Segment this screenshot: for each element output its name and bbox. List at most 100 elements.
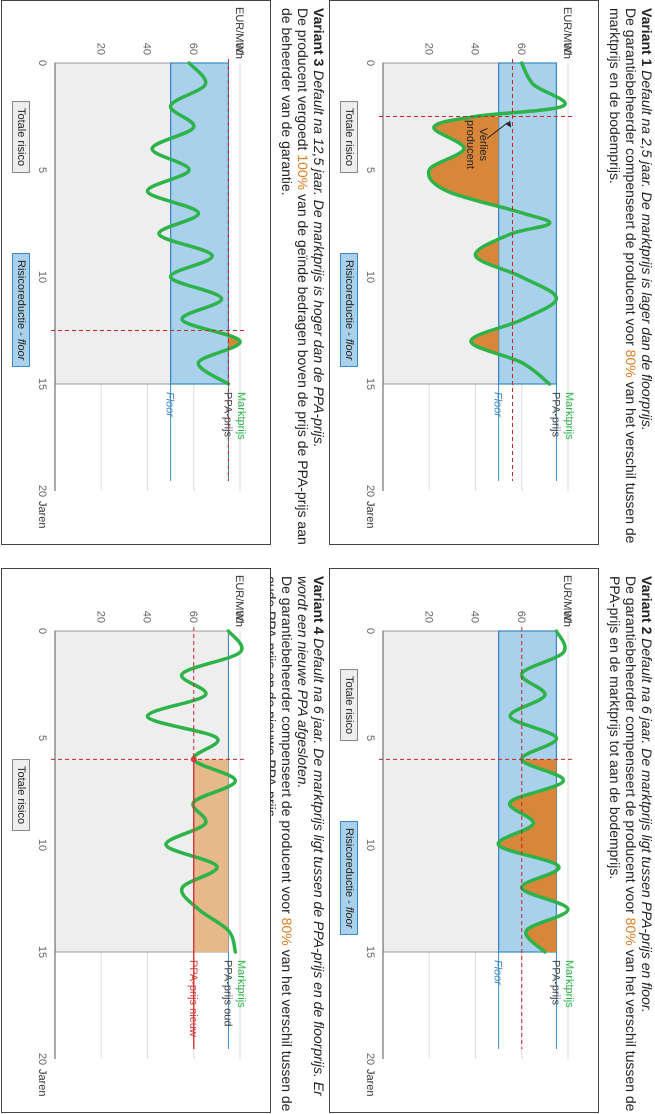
market-price-label: Marktprijs (235, 960, 247, 1008)
ppa-new-label: PPA-prijs nieuw (187, 960, 199, 1037)
ppa-price-label: PPA-prijs (221, 392, 233, 438)
y-axis-label: EUR/MWh (561, 575, 573, 627)
chart-frame: 0 5 10 15 20 20 40 60 80 EUR/MWh Jaren Marktprijs PP… (1, 0, 271, 545)
x-tick-label: 5 (364, 735, 376, 741)
variant-percentage: 80% (279, 917, 295, 946)
y-tick-label: 40 (469, 611, 481, 623)
chart-frame: 0 5 10 15 20 20 40 60 80 EUR/MWh Jaren Marktprijs PP… (1, 568, 271, 1113)
y-tick-label: 80 (561, 611, 573, 623)
chart-frame: 0 5 10 15 20 20 40 60 80 EUR/MWh Jaren Marktprijs PP… (329, 568, 599, 1113)
x-axis-label: Jaren (364, 501, 376, 529)
x-tick-label: 15 (364, 378, 376, 390)
legend-risk-reduction: Risicoreductie - floor (12, 253, 30, 368)
variant-name: Variant 3 (311, 8, 327, 67)
variant-body: De garantiebeheerder compenseert de prod… (279, 576, 295, 918)
x-tick-label: 20 (364, 1053, 376, 1065)
variant-2: Variant 2 Default na 6 jaar. De marktpri… (329, 568, 655, 1113)
x-tick-label: 0 (36, 628, 48, 634)
x-tick-label: 20 (364, 485, 376, 497)
variant-name: Variant 2 (639, 576, 655, 635)
variant-percentage: 100% (295, 154, 311, 191)
variant-percentage: 80% (623, 917, 639, 946)
market-price-label: Marktprijs (563, 960, 575, 1008)
floor-label: Floor (492, 392, 504, 418)
annotation-label: Verlies (477, 128, 489, 162)
legend-floor-label: floor (343, 338, 355, 361)
y-tick-label: 40 (469, 43, 481, 55)
y-axis-label: EUR/MWh (233, 575, 245, 627)
legend-floor-label: floor (15, 338, 27, 361)
variant-heading: Default na 6 jaar. De marktprijs ligt tu… (639, 638, 655, 1013)
x-tick-label: 15 (36, 946, 48, 958)
x-tick-label: 15 (364, 946, 376, 958)
floor-label: Floor (492, 960, 504, 986)
market-price-label: Marktprijs (563, 392, 575, 440)
y-axis-label: EUR/MWh (561, 7, 573, 59)
legend-risk-reduction: Risicoreductie - floor (340, 821, 358, 936)
y-axis-label: EUR/MWh (233, 7, 245, 59)
variant-3: Variant 3 Default na 12,5 jaar. De markt… (1, 0, 327, 545)
legend: Totale risico Risicoreductie - floor (338, 569, 358, 1112)
x-tick-label: 0 (364, 628, 376, 634)
compensation-region (193, 759, 229, 952)
variant-1: Variant 1 Default na 2,5 jaar. De marktp… (329, 0, 655, 545)
legend: Totale risico Risicoreductie - floor (338, 1, 358, 544)
x-tick-label: 10 (36, 839, 48, 851)
total-risk-area (54, 62, 172, 385)
ppa-price-label: PPA-prijs (549, 960, 561, 1006)
variant-body: De garantiebeheerder compenseert de prod… (623, 576, 639, 918)
market-price-line (426, 61, 567, 386)
annotation-arrow (486, 122, 509, 139)
x-tick-label: 5 (36, 167, 48, 173)
y-tick-label: 80 (233, 43, 245, 55)
variant-heading: Default na 12,5 jaar. De marktprijs is h… (311, 70, 327, 448)
total-risk-area (382, 630, 500, 953)
y-tick-label: 20 (94, 611, 106, 623)
y-tick-label: 80 (233, 611, 245, 623)
legend-risk-reduction-label: Risicoreductie - (343, 260, 355, 339)
market-price-line (145, 629, 244, 954)
x-tick-label: 10 (36, 271, 48, 283)
x-axis-label: Jaren (36, 501, 48, 529)
variant-1-caption: Variant 1 Default na 2,5 jaar. De marktp… (605, 8, 655, 545)
y-tick-label: 20 (422, 611, 434, 623)
y-tick-label: 20 (94, 43, 106, 55)
x-tick-label: 15 (36, 378, 48, 390)
legend-floor-label: floor (343, 906, 355, 929)
x-tick-label: 10 (364, 839, 376, 851)
market-price-line (496, 629, 570, 954)
y-tick-label: 20 (422, 43, 434, 55)
legend-total-risk: Totale risico (12, 759, 30, 832)
y-tick-label: 40 (141, 43, 153, 55)
legend-total-risk: Totale risico (340, 101, 358, 174)
market-price-label: Marktprijs (235, 392, 247, 440)
y-tick-label: 80 (561, 43, 573, 55)
legend: Totale risico (10, 569, 30, 1112)
variant-4-caption: Variant 4 Default na 6 jaar. De marktpri… (263, 576, 327, 1113)
annotation-arrowhead (506, 120, 512, 128)
variant-body: De producent vergoedt (295, 8, 311, 155)
x-tick-label: 20 (36, 485, 48, 497)
y-tick-label: 60 (515, 43, 527, 55)
legend-risk-reduction-label: Risicoreductie - (343, 828, 355, 907)
x-tick-label: 0 (364, 60, 376, 66)
legend-total-risk: Totale risico (340, 669, 358, 742)
legend-total-risk: Totale risico (12, 101, 30, 174)
x-tick-label: 20 (36, 1053, 48, 1065)
variant-name: Variant 1 (639, 8, 655, 67)
x-tick-label: 5 (364, 167, 376, 173)
ppa-old-label: PPA-prijs oud (221, 960, 233, 1026)
ppa-price-label: PPA-prijs (549, 392, 561, 438)
variant-heading: Default na 6 jaar. De marktprijs ligt tu… (295, 576, 327, 1096)
variant-heading: Default na 2,5 jaar. De marktprijs is la… (639, 70, 655, 431)
x-tick-label: 0 (36, 60, 48, 66)
variant-percentage: 80% (623, 349, 639, 378)
legend: Totale risico Risicoreductie - floor (10, 1, 30, 544)
y-tick-label: 60 (187, 611, 199, 623)
y-tick-label: 40 (141, 611, 153, 623)
